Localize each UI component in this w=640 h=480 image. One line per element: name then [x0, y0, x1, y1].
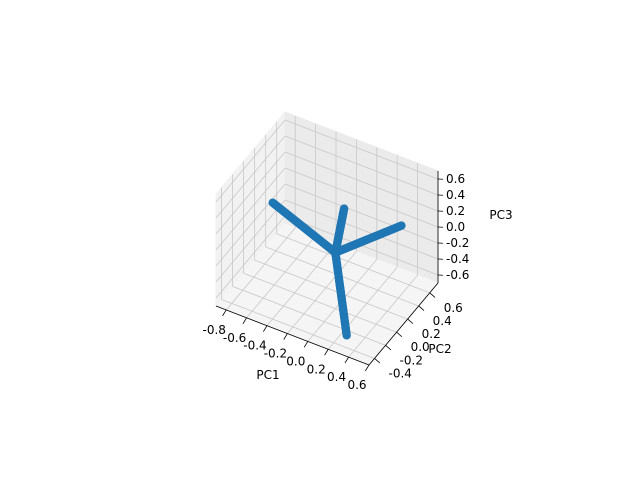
grid-line	[348, 274, 418, 358]
y-axis-tick-label: 0.4	[433, 314, 452, 328]
x-axis-tick	[222, 309, 227, 317]
y-axis-tick	[407, 318, 414, 324]
data-points	[268, 198, 406, 340]
data-point	[268, 198, 277, 207]
grid-line	[215, 215, 286, 299]
y-axis-label: PC2	[428, 342, 451, 356]
data-point	[342, 331, 351, 340]
y-axis-tick-label: -0.4	[389, 366, 412, 380]
y-axis-tick	[429, 292, 436, 298]
axes-panes	[215, 110, 439, 366]
grid-line	[215, 199, 286, 283]
x-axis-tick	[283, 333, 288, 340]
y-axis-tick	[418, 305, 425, 311]
x-axis-tick-label: -0.6	[223, 331, 246, 345]
z-axis-label: PC3	[489, 208, 512, 222]
grid-line	[232, 285, 386, 346]
grid-lines	[215, 115, 439, 366]
grid-line	[215, 151, 286, 235]
grid-line	[284, 135, 439, 196]
grid-line	[215, 119, 286, 203]
tick-labels: -0.8-0.6-0.4-0.20.00.20.40.6-0.4-0.20.00…	[202, 172, 469, 392]
data-point	[397, 221, 406, 230]
x-axis-tick-label: -0.8	[202, 323, 225, 337]
z-axis-tick-label: 0.2	[446, 204, 465, 218]
grid-line	[243, 272, 397, 333]
y-axis-line	[368, 282, 439, 366]
x-axis-tick	[263, 325, 268, 332]
y-axis-tick-label: 0.2	[422, 327, 441, 341]
x-axis-tick	[365, 364, 370, 372]
y-axis-tick	[385, 345, 392, 351]
grid-line	[327, 267, 398, 350]
grid-line	[284, 199, 439, 260]
x-axis-tick	[303, 341, 309, 348]
z-axis-tick-label: 0.0	[446, 220, 465, 234]
x-axis-tick-label: 0.4	[327, 370, 346, 384]
x-axis-tick	[324, 349, 329, 356]
z-axis-tick-label: 0.6	[446, 172, 465, 186]
grid-line	[284, 167, 439, 228]
x-axis-tick-label: -0.2	[264, 347, 287, 361]
y-axis-tick-label: 0.0	[411, 340, 430, 354]
z-axis-tick-label: 0.4	[446, 188, 465, 202]
y-axis-tick-label: 0.6	[444, 301, 463, 315]
x-axis-label: PC1	[256, 368, 279, 382]
x-axis-line	[215, 305, 370, 366]
x-axis-tick-label: 0.2	[307, 362, 326, 376]
grid-line	[246, 235, 316, 319]
grid-line	[215, 167, 286, 251]
y-axis-tick-label: -0.2	[400, 353, 423, 367]
grid-line	[254, 259, 408, 320]
grid-line	[284, 151, 439, 212]
x-axis-tick-label: 0.0	[286, 354, 305, 368]
grid-line	[266, 243, 337, 326]
grid-line	[215, 135, 286, 219]
grid-line	[276, 233, 430, 294]
grid-line	[225, 227, 296, 311]
tick-marks	[222, 178, 444, 372]
y-axis-tick	[396, 331, 403, 338]
y-axis-tick	[374, 358, 381, 364]
grid-line	[284, 119, 439, 180]
grid-line	[287, 251, 357, 334]
x-axis-tick-label: -0.4	[243, 339, 266, 353]
x-axis-tick-label: 0.6	[347, 378, 366, 392]
grid-line	[284, 183, 439, 244]
grid-line	[215, 183, 286, 267]
z-axis-tick-label: -0.2	[446, 236, 469, 250]
data-point	[339, 204, 349, 213]
grid-line	[221, 299, 375, 359]
x-axis-tick	[344, 356, 349, 364]
z-axis-tick-label: -0.4	[446, 252, 469, 266]
z-axis-tick-label: -0.6	[446, 268, 469, 282]
x-axis-tick	[242, 317, 247, 324]
